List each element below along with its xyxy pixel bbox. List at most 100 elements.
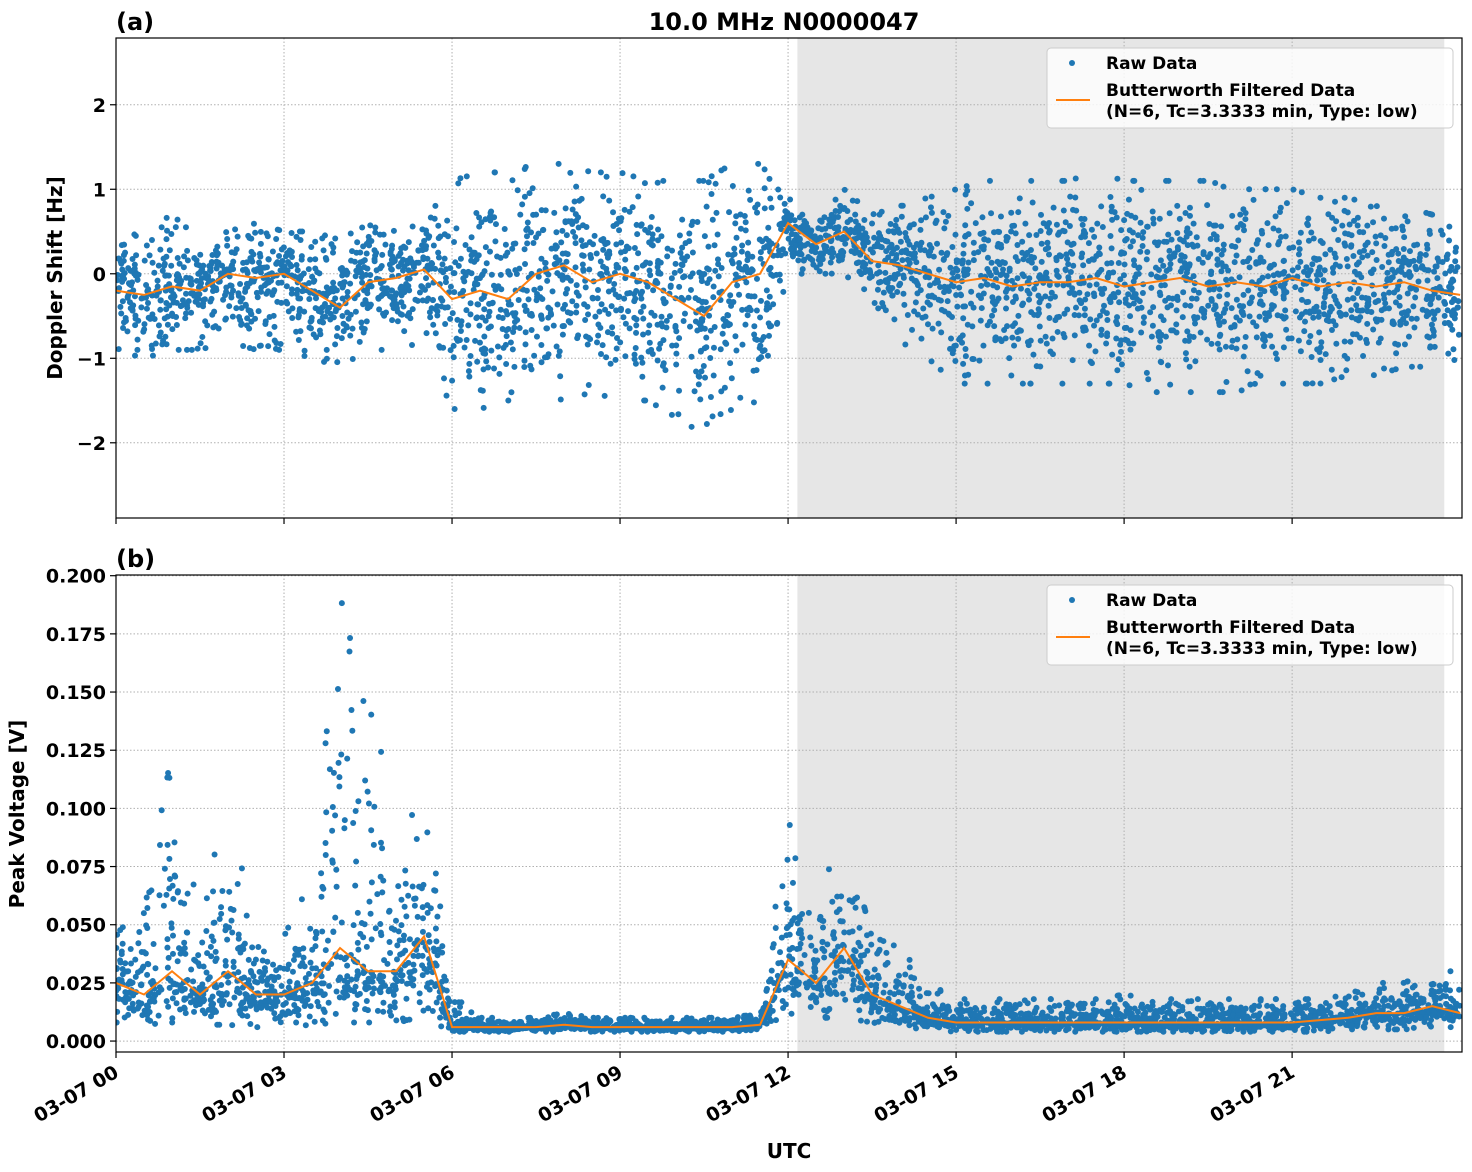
raw-data-point [1455, 298, 1462, 305]
raw-data-point [856, 232, 863, 239]
raw-data-point [1139, 289, 1146, 296]
raw-data-point [1008, 228, 1015, 235]
raw-data-point [621, 206, 628, 213]
raw-data-point [1441, 298, 1448, 305]
raw-data-point [521, 302, 528, 309]
raw-data-point [166, 281, 173, 288]
raw-data-point [564, 274, 571, 281]
raw-data-point [1165, 231, 1172, 238]
raw-data-point [715, 273, 722, 280]
raw-data-point [199, 1007, 206, 1014]
raw-data-point [1051, 293, 1058, 300]
raw-data-point [468, 257, 475, 264]
raw-data-point [954, 303, 961, 310]
raw-data-point [736, 259, 743, 266]
raw-data-point [978, 305, 985, 312]
raw-data-point [177, 950, 184, 957]
raw-data-point [423, 230, 430, 237]
raw-data-point [1113, 214, 1120, 221]
raw-data-point [278, 299, 285, 306]
raw-data-point [296, 994, 303, 1001]
raw-data-point [1415, 278, 1422, 285]
raw-data-point [1046, 251, 1053, 258]
raw-data-point [360, 329, 367, 336]
raw-data-point [630, 173, 637, 180]
raw-data-point [125, 968, 132, 975]
raw-data-point [390, 227, 397, 234]
raw-data-point [207, 943, 214, 950]
raw-data-point [941, 225, 948, 232]
raw-data-point [228, 264, 235, 271]
raw-data-point [451, 405, 458, 412]
raw-data-point [1096, 269, 1103, 276]
raw-data-point [1163, 238, 1170, 245]
raw-data-point [1190, 220, 1197, 227]
raw-data-point [1302, 308, 1309, 315]
raw-data-point [468, 234, 475, 241]
raw-data-point [1332, 254, 1339, 261]
y-axis-label-a: Doppler Shift [Hz] [43, 176, 67, 380]
raw-data-point [568, 1017, 575, 1024]
raw-data-point [676, 232, 683, 239]
raw-data-point [832, 208, 839, 215]
raw-data-point [306, 280, 313, 287]
raw-data-point [970, 239, 977, 246]
raw-data-point [1069, 285, 1076, 292]
raw-data-point [171, 989, 178, 996]
raw-data-point [451, 238, 458, 245]
raw-data-point [352, 808, 359, 815]
raw-data-point [324, 937, 331, 944]
raw-data-point [466, 1018, 473, 1025]
raw-data-point [460, 275, 467, 282]
raw-data-point [398, 896, 405, 903]
raw-data-point [395, 928, 402, 935]
raw-data-point [143, 922, 150, 929]
raw-data-point [634, 231, 641, 238]
raw-data-point [132, 973, 139, 980]
raw-data-point [787, 217, 794, 224]
raw-data-point [195, 295, 202, 302]
raw-data-point [742, 219, 749, 226]
raw-data-point [1267, 332, 1274, 339]
raw-data-point [524, 240, 531, 247]
raw-data-point [991, 307, 998, 314]
raw-data-point [1080, 324, 1087, 331]
raw-data-point [395, 883, 402, 890]
raw-data-point [1265, 242, 1272, 249]
y-tick-label: 0.025 [46, 973, 106, 995]
legend-filtered-label: Butterworth Filtered Data [1106, 81, 1355, 101]
raw-data-point [919, 314, 926, 321]
raw-data-point [340, 320, 347, 327]
raw-data-point [533, 333, 540, 340]
raw-data-point [451, 270, 458, 277]
raw-data-point [1063, 251, 1070, 258]
raw-data-point [647, 272, 654, 279]
raw-data-point [828, 270, 835, 277]
raw-data-point [243, 267, 250, 274]
raw-data-point [242, 285, 249, 292]
raw-data-point [1229, 337, 1236, 344]
raw-data-point [1066, 223, 1073, 230]
raw-data-point [829, 254, 836, 261]
raw-data-point [667, 283, 674, 290]
raw-data-point [1184, 225, 1191, 232]
raw-data-point [553, 260, 560, 267]
raw-data-point [733, 234, 740, 241]
raw-data-point [165, 769, 172, 776]
raw-data-point [145, 961, 152, 968]
raw-data-point [301, 347, 308, 354]
raw-data-point [874, 242, 881, 249]
raw-data-point [1195, 289, 1202, 296]
raw-data-point [1026, 296, 1033, 303]
raw-data-point [554, 301, 561, 308]
raw-data-point [201, 997, 208, 1004]
raw-data-point [1270, 225, 1277, 232]
raw-data-point [1277, 204, 1284, 211]
raw-data-point [600, 193, 607, 200]
raw-data-point [832, 196, 839, 203]
raw-data-point [489, 299, 496, 306]
raw-data-point [1067, 193, 1074, 200]
raw-data-point [1199, 259, 1206, 266]
x-tick-label: 03-07 12 [702, 1061, 794, 1127]
raw-data-point [334, 359, 341, 366]
